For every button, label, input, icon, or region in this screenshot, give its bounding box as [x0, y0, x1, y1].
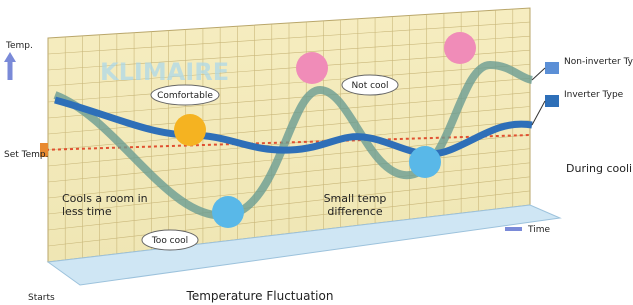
logo: KLIMAIRE	[100, 58, 229, 86]
set-label: Set Temp.	[4, 150, 49, 160]
face-happy	[174, 114, 206, 146]
face-hot	[296, 52, 328, 84]
note: Cools a room in less time	[62, 192, 172, 232]
bubble-text: Not cool	[351, 81, 388, 91]
caption: Temperature Fluctuation	[186, 289, 334, 303]
y-label: Temp.	[5, 41, 33, 51]
note: Small temp difference	[305, 192, 405, 232]
leader	[532, 68, 545, 80]
legend-inverter: Inverter Type	[564, 90, 624, 100]
y-arrow-head	[4, 52, 16, 62]
x-label: Time	[527, 225, 550, 235]
bubble-text: Comfortable	[157, 91, 213, 101]
diagram: KLIMAIRE Temp. Set Temp. Starts Time Non…	[0, 0, 633, 305]
face-cold	[212, 196, 244, 228]
bubble-text: Too cool	[151, 236, 188, 246]
legend-non-inverter: Non-inverter Type	[564, 57, 633, 67]
note-text: Cools a room in less time	[62, 192, 172, 218]
leader	[532, 101, 545, 125]
face-cold	[409, 146, 441, 178]
start-label: Starts	[28, 293, 55, 303]
mode-label: During cooling operation	[566, 162, 633, 175]
face-hot	[444, 32, 476, 64]
legend-swatch	[545, 62, 559, 74]
note-text: Small temp difference	[305, 192, 405, 218]
legend-swatch	[545, 95, 559, 107]
